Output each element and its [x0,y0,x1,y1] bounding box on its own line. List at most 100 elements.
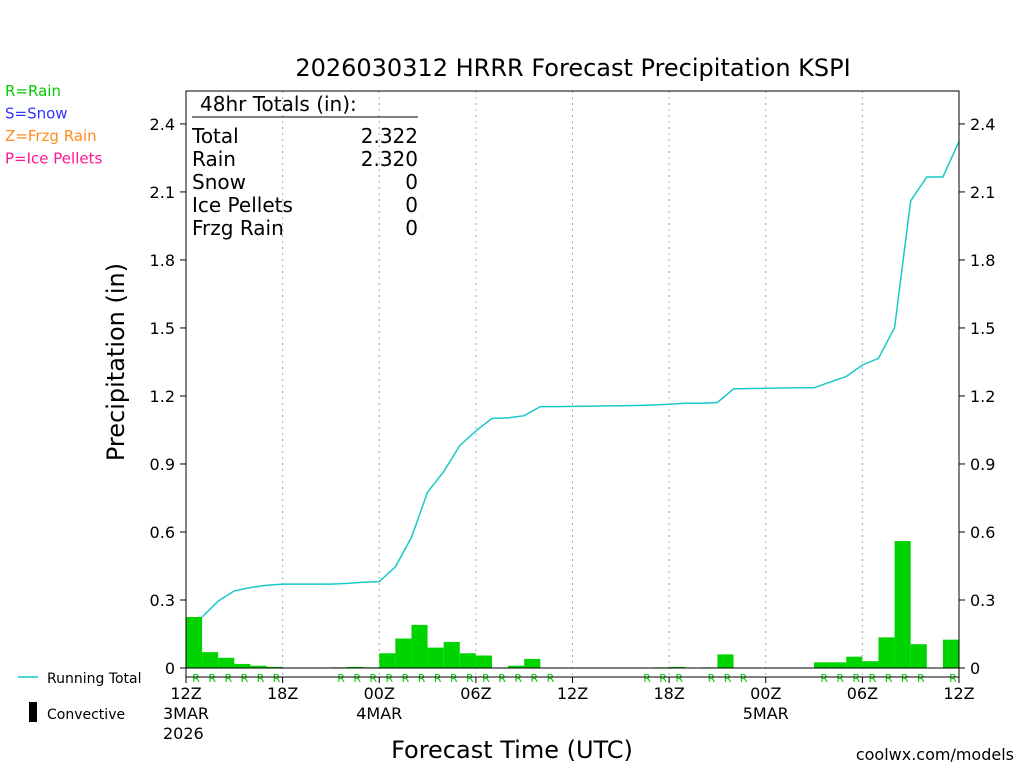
totals-row-value: 0 [405,193,418,217]
precip-bar [878,637,895,668]
precip-type-marker: R [820,672,828,685]
totals-row-label: Snow [192,170,246,194]
chart-title: 2026030312 HRRR Forecast Precipitation K… [295,54,850,82]
precip-bar [910,644,927,668]
x-tick-label: 18Z [653,684,684,703]
precip-type-marker: R [530,672,538,685]
precip-bar [894,541,911,668]
precip-type-marker: R [547,672,555,685]
precip-bar [411,624,428,668]
precip-type-marker: R [708,672,716,685]
y-tick-label-right: 0.6 [970,523,995,542]
totals-row-value: 2.320 [361,147,418,171]
precip-type-marker: R [675,672,683,685]
x-tick-label: 00Z [750,684,781,703]
x-tick-label: 18Z [267,684,298,703]
totals-row-value: 2.322 [361,124,418,148]
totals-row-label: Rain [192,147,236,171]
totals-row-value: 0 [405,170,418,194]
x-date-label: 5MAR [743,704,789,723]
precip-bar [250,665,267,668]
precip-bar [218,657,235,668]
y-tick-label-left: 1.5 [150,319,175,338]
precip-type-marker: R [273,672,281,685]
precip-type-marker: R [402,672,410,685]
y-axis-title: Precipitation (in) [102,263,130,461]
precip-type-marker: R [224,672,232,685]
credit-text: coolwx.com/models [856,745,1014,764]
totals-row-label: Ice Pellets [192,193,293,217]
precip-bar [475,655,492,668]
precip-bar [186,616,203,668]
x-date-label: 4MAR [356,704,402,723]
y-tick-label-left: 1.8 [150,251,175,270]
y-tick-label-right: 2.4 [970,115,995,134]
precip-bar [669,666,686,668]
series-legend: Running Total Convective [18,671,142,723]
x-date-label: 3MAR [163,704,209,723]
precip-bar [443,641,460,668]
y-tick-label-left: 0.9 [150,455,175,474]
y-tick-label-left: 2.4 [150,115,175,134]
precip-type-marker: R [740,672,748,685]
precip-type-marker: R [659,672,667,685]
precip-type-marker: R [643,672,651,685]
x-tick-label: 06Z [460,684,491,703]
precip-type-marker: R [514,672,522,685]
y-tick-label-left: 2.1 [150,183,175,202]
precip-type-marker: R [337,672,345,685]
type-legend-item: P=Ice Pellets [5,150,102,168]
y-tick-label-right: 0.3 [970,591,995,610]
precip-bar [427,647,444,668]
precip-type-marker: R [466,672,474,685]
precip-type-marker: R [257,672,265,685]
y-tick-label-right: 1.5 [970,319,995,338]
type-legend-item: Z=Frzg Rain [5,127,97,145]
precip-type-marker: R [434,672,442,685]
x-tick-label: 06Z [847,684,878,703]
precip-bar [524,658,541,668]
precip-type-marker: R [450,672,458,685]
convective-legend-label: Convective [47,707,125,723]
precip-bar [830,662,847,668]
type-legend: R=Rain S=Snow Z=Frzg Rain P=Ice Pellets [5,82,102,168]
precip-bar [234,663,251,668]
precip-bar [814,662,831,668]
x-tick-label: 12Z [170,684,201,703]
type-legend-item: S=Snow [5,105,68,123]
precip-bar [395,638,412,668]
precip-type-marker: R [241,672,249,685]
totals-box: 48hr Totals (in): Total 2.322 Rain 2.320 Sno… [191,92,418,240]
running-total-legend-label: Running Total [47,671,142,687]
precip-type-marker: R [353,672,361,685]
precip-type-marker: R [482,672,490,685]
precip-type-marker: R [498,672,506,685]
y-tick-label-left: 0.3 [150,591,175,610]
precip-type-marker: R [949,672,957,685]
precip-bar [846,656,863,668]
precip-type-marker: R [836,672,844,685]
precip-type-marker: R [901,672,909,685]
precip-bar [862,661,879,668]
y-tick-label-left: 0 [165,659,175,678]
y-tick-label-right: 2.1 [970,183,995,202]
y-tick-label-right: 1.2 [970,387,995,406]
precip-bar [942,639,959,668]
type-legend-item: R=Rain [5,82,61,100]
precip-type-marker: R [885,672,893,685]
totals-row-label: Frzg Rain [192,216,284,240]
precip-bar [508,665,525,668]
precip-type-marker: R [869,672,877,685]
precip-type-marker: R [724,672,732,685]
x-axis-title: Forecast Time (UTC) [391,736,633,764]
totals-row-value: 0 [405,216,418,240]
x-tick-label: 12Z [943,684,974,703]
y-tick-label-right: 0.9 [970,455,995,474]
precip-type-marker: R [853,672,861,685]
precip-type-marker: R [192,672,200,685]
running-total-line [201,141,960,618]
totals-row-label: Total [191,124,239,148]
y-tick-label-right: 0 [970,659,980,678]
precip-bar [266,666,283,668]
